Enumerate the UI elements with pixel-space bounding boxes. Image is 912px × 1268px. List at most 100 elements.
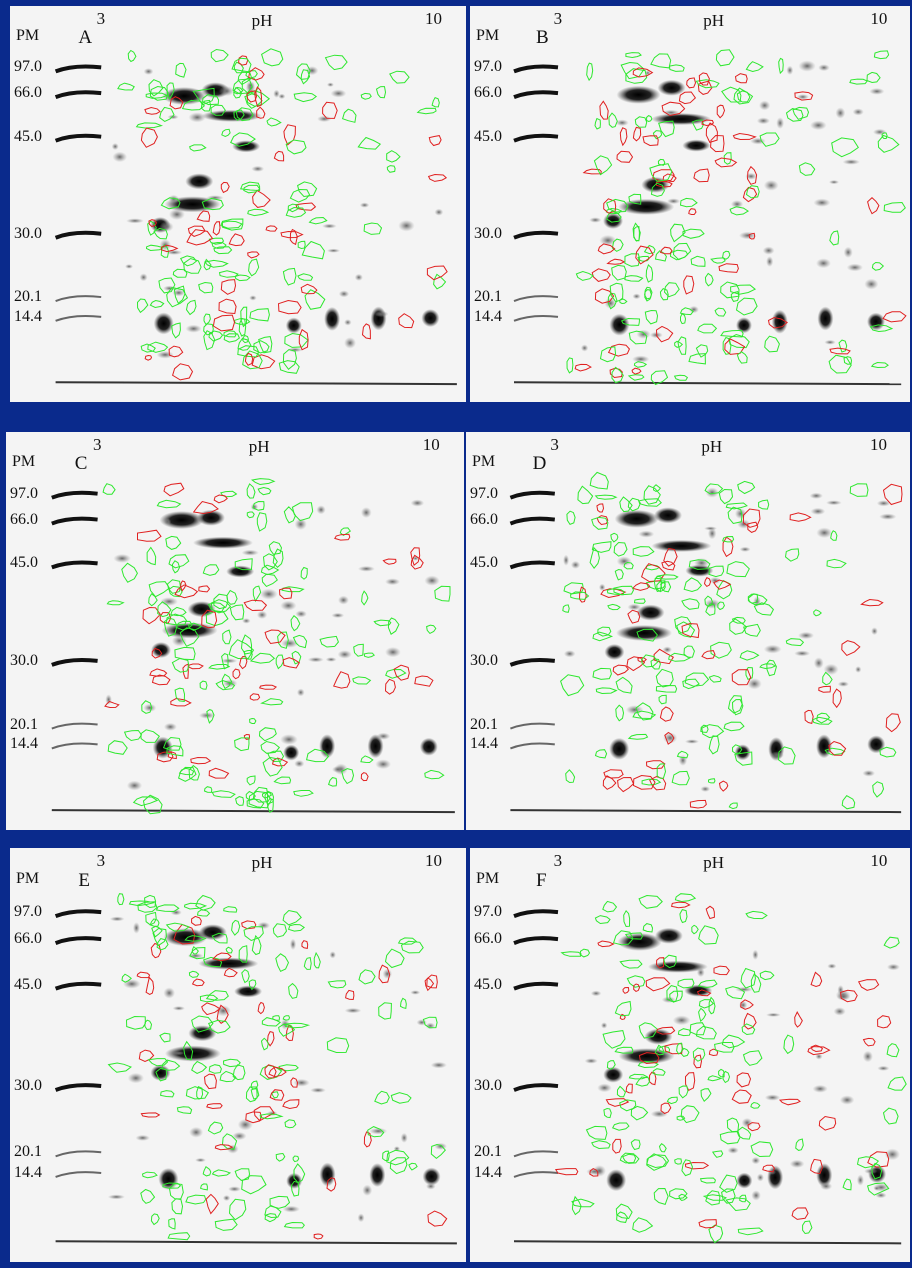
spot-outline — [728, 802, 738, 810]
spot-outline — [189, 946, 206, 960]
spot-outline — [677, 978, 695, 989]
spot-outline — [826, 558, 847, 569]
spot-outline — [238, 945, 248, 963]
faint-spot — [599, 234, 617, 246]
spot-outline — [613, 541, 628, 557]
protein-spot — [232, 140, 261, 153]
spot-outline — [205, 1193, 219, 1215]
spot-outline — [249, 717, 257, 724]
spot-outline — [638, 1052, 660, 1065]
protein-spot — [816, 1163, 833, 1188]
spot-outline — [591, 1140, 611, 1150]
spot-outline — [593, 155, 613, 176]
spot-outline — [265, 225, 278, 232]
spot-outline — [620, 61, 645, 80]
spot-outline — [614, 1000, 632, 1017]
protein-spot — [367, 734, 384, 759]
gel-image — [513, 893, 907, 1245]
spot-outline — [148, 219, 157, 228]
faint-spot — [745, 172, 757, 180]
spot-outline — [683, 577, 703, 593]
spot-outline — [208, 767, 230, 779]
faint-spot — [375, 759, 392, 770]
mw-marker-label: 30.0 — [474, 224, 502, 242]
spot-outline — [258, 336, 273, 354]
spot-outline — [203, 330, 216, 351]
spot-outline — [645, 263, 654, 283]
spot-outline — [160, 244, 170, 258]
spot-outline — [222, 1058, 241, 1068]
faint-spot — [338, 290, 350, 298]
spot-outline — [142, 794, 163, 815]
spot-outline — [653, 575, 662, 592]
spot-outline — [632, 546, 655, 557]
spot-outline — [251, 934, 262, 956]
spot-outline — [179, 627, 200, 647]
protein-spot — [150, 1064, 171, 1081]
spot-outline — [669, 990, 683, 1003]
spot-outline — [693, 1054, 703, 1069]
spot-outline — [656, 1026, 676, 1035]
spot-outline — [612, 1138, 622, 1154]
spot-outline — [271, 1091, 279, 1099]
spot-outline — [691, 924, 699, 935]
faint-spot — [798, 60, 816, 72]
spot-outline — [841, 795, 856, 810]
spot-outline — [606, 258, 626, 265]
mw-marker-label: 66.0 — [14, 84, 42, 102]
spot-outline — [257, 486, 272, 496]
spot-outline — [623, 909, 631, 928]
spot-outline — [700, 1088, 712, 1102]
mw-marker-label: 97.0 — [14, 903, 42, 921]
mw-marker-label: 14.4 — [10, 735, 38, 753]
marker-band — [55, 1150, 102, 1158]
spot-outline — [268, 1066, 287, 1078]
panel-letter: E — [78, 869, 90, 891]
faint-spot — [827, 963, 837, 969]
spot-outline — [571, 1198, 595, 1208]
spot-outline — [813, 609, 822, 617]
spot-outline — [273, 776, 292, 785]
spot-outline — [155, 1067, 168, 1082]
spot-outline — [378, 1002, 392, 1020]
spot-outline — [784, 548, 800, 562]
faint-spot — [357, 1213, 365, 1223]
protein-spot — [285, 317, 302, 334]
spot-outline — [102, 483, 116, 495]
spot-outline — [599, 346, 617, 363]
faint-spot — [864, 278, 879, 290]
spot-outline — [195, 894, 216, 911]
spot-outline — [292, 1155, 300, 1163]
spot-outline — [211, 1169, 231, 1177]
spot-outline — [223, 906, 238, 913]
spot-outline — [186, 229, 214, 246]
spot-outline — [695, 344, 709, 358]
spot-outline — [638, 894, 663, 909]
spot-outline — [596, 503, 605, 513]
spot-outline — [699, 1177, 716, 1184]
marker-band — [51, 560, 98, 570]
gel-image — [51, 478, 455, 815]
spot-outline — [121, 562, 138, 583]
spot-outline — [246, 90, 258, 103]
spot-outline — [252, 585, 262, 603]
faint-spot — [163, 987, 176, 999]
protein-spot — [651, 113, 712, 126]
spot-outline — [615, 1203, 633, 1220]
spot-outline — [785, 108, 804, 122]
spot-outline — [804, 709, 814, 725]
spot-outline — [260, 740, 281, 754]
spot-outline — [624, 932, 644, 940]
spot-outline — [708, 778, 716, 784]
spot-outline — [277, 299, 302, 315]
spot-outline — [698, 1219, 717, 1229]
spot-outline — [726, 1117, 740, 1133]
spot-outline — [594, 915, 611, 925]
spot-outline — [619, 959, 643, 969]
spot-outline — [261, 48, 284, 67]
faint-spot — [835, 107, 846, 119]
spot-outline — [278, 1064, 299, 1072]
spot-outline — [672, 242, 692, 261]
pm-label: PM — [476, 26, 500, 44]
panel-letter: B — [536, 26, 549, 48]
